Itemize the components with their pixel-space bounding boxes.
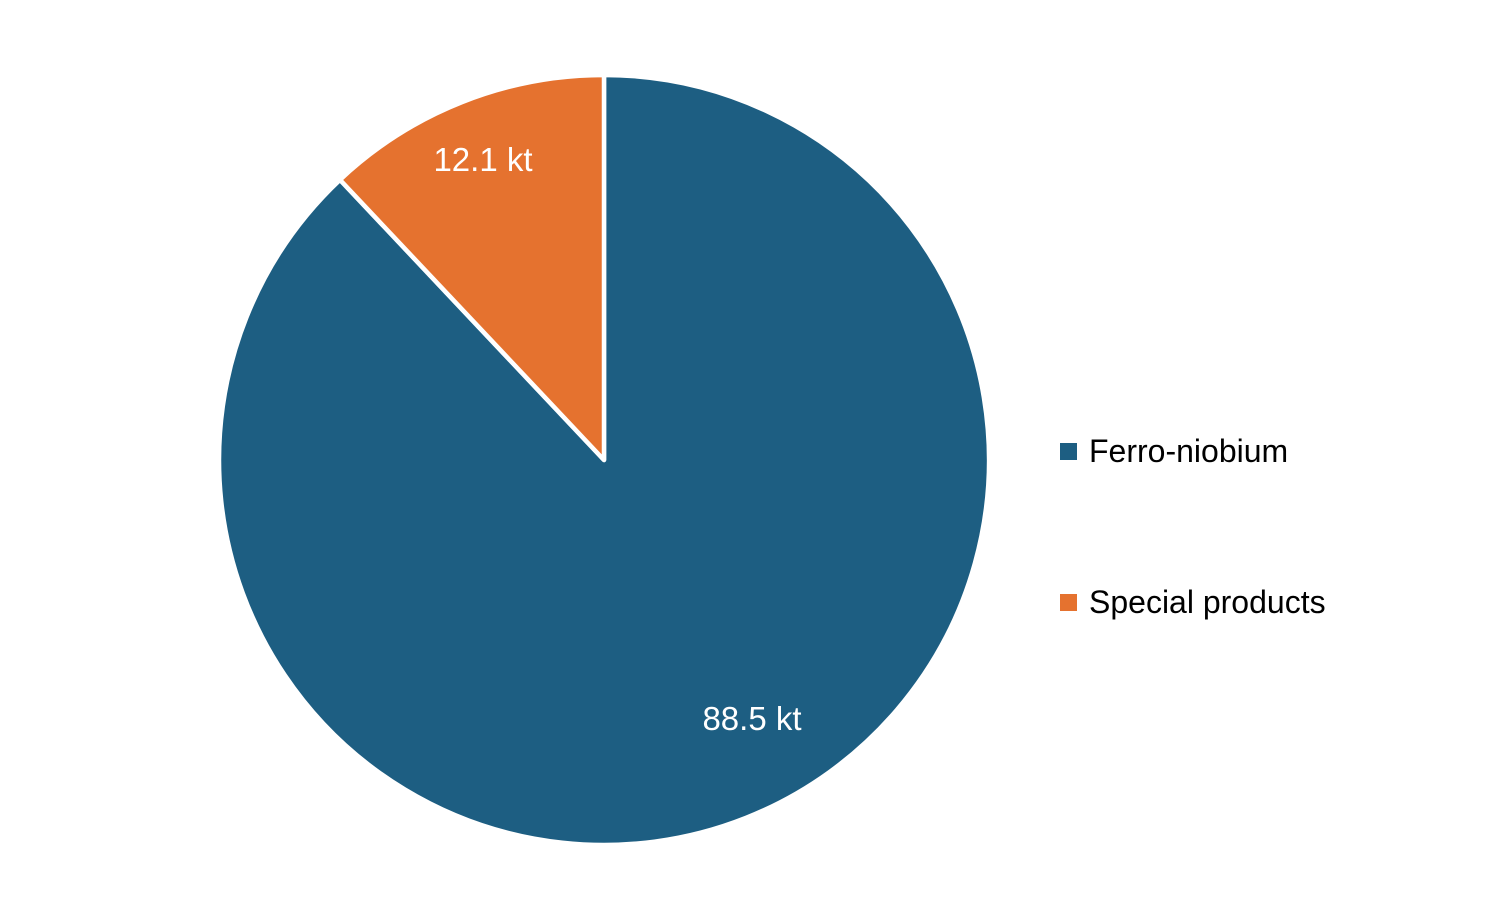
legend-item-special-products: Special products [1060,581,1326,623]
legend-label-special-products: Special products [1089,584,1326,620]
legend-swatch-special-products [1060,593,1077,611]
data-label-ferro-niobium: 88.5 kt [702,700,801,737]
data-label-special-products: 12.1 kt [433,141,532,178]
legend-label-ferro-niobium: Ferro-niobium [1089,433,1289,469]
pie-slice-special-products [337,72,607,463]
legend-item-ferro-niobium: Ferro-niobium [1060,430,1288,472]
pie-plot-area [216,72,992,848]
legend-swatch-ferro-niobium [1060,442,1077,460]
